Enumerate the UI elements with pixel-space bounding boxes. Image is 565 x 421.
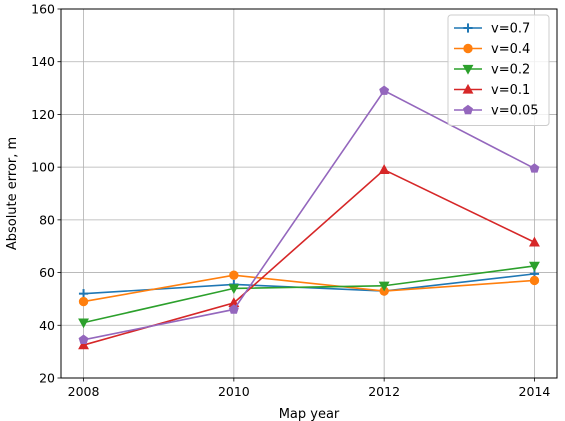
legend-marker — [463, 23, 473, 33]
data-point — [78, 339, 89, 350]
legend-entry: v=0.2 — [454, 63, 530, 78]
data-point — [378, 281, 390, 292]
data-point — [529, 275, 540, 286]
data-point — [529, 261, 540, 272]
data-point — [228, 284, 240, 295]
data-point — [379, 85, 390, 95]
legend-marker — [462, 83, 474, 94]
y-tick-label: 20 — [39, 371, 55, 386]
y-tick-label: 40 — [39, 318, 55, 333]
legend-label: v=0.2 — [491, 63, 530, 78]
x-axis-label: Map year — [279, 407, 340, 421]
data-point — [78, 296, 89, 307]
x-tick-label: 2010 — [218, 384, 250, 399]
legend-label: v=0.05 — [491, 104, 539, 119]
series-v=0.1 — [78, 164, 540, 350]
y-tick-label: 140 — [31, 54, 55, 69]
data-point — [229, 270, 239, 280]
legend-marker — [463, 104, 473, 115]
data-point — [228, 304, 239, 314]
data-point — [378, 164, 390, 174]
y-tick-label: 100 — [31, 160, 55, 175]
y-axis-label: Absolute error, m — [5, 137, 20, 250]
data-point — [78, 318, 89, 329]
series-v=0.05 — [78, 85, 540, 344]
legend-entry: v=0.05 — [454, 104, 539, 119]
x-tick-label: 2014 — [519, 384, 551, 399]
series-line — [83, 89, 535, 341]
y-tick-label: 160 — [31, 2, 55, 17]
x-tick-label: 2008 — [68, 384, 100, 399]
legend: v=0.7 v=0.4 v=0.2 v=0.1 v=0.05 — [447, 14, 550, 126]
legend-marker — [462, 64, 474, 75]
legend-marker — [463, 43, 473, 54]
legend-label: v=0.7 — [491, 22, 530, 37]
plot-frame — [60, 8, 558, 379]
legend-entry: v=0.4 — [454, 42, 530, 57]
data-point — [78, 289, 89, 299]
y-tick-label: 80 — [39, 212, 55, 227]
series-line — [83, 274, 535, 303]
y-tick-label: 120 — [31, 107, 55, 122]
data-point — [78, 334, 89, 344]
y-tick-label: 60 — [39, 265, 55, 280]
legend-entry: v=0.7 — [454, 22, 530, 37]
legend-label: v=0.4 — [491, 42, 530, 57]
data-point — [529, 236, 540, 247]
x-tick-label: 2012 — [368, 384, 400, 399]
legend-label: v=0.1 — [491, 83, 530, 98]
series-group — [78, 85, 540, 350]
legend-box — [447, 14, 550, 126]
data-point — [529, 163, 540, 173]
series-line — [83, 265, 535, 324]
series-line — [83, 168, 535, 346]
series-v=0.2 — [78, 261, 540, 329]
axis-ticks: 2008 2010 2012 2014 20 40 60 80 100 120 140 160 — [31, 2, 550, 400]
legend-entry: v=0.1 — [454, 83, 530, 98]
